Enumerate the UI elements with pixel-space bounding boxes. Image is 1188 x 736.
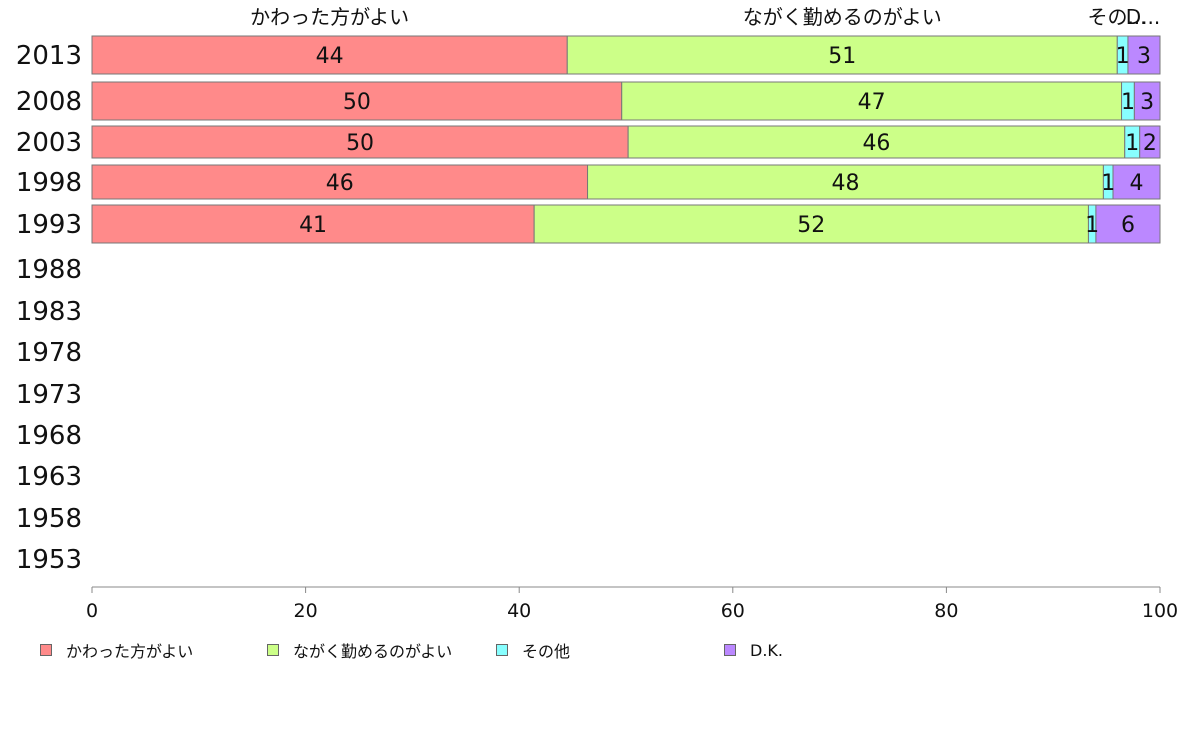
- column-header-label: かわった方がよい: [250, 5, 409, 29]
- column-header-label: ながく勤めるのがよい: [743, 5, 942, 29]
- bar-segment: [1095, 204, 1161, 244]
- bar-value-label: 4: [1130, 171, 1144, 196]
- y-tick-label: 1973: [16, 380, 82, 410]
- column-header-labels: かわった方がよい ながく勤めるのがよい その...D...: [250, 5, 1160, 29]
- bar-segment: [91, 35, 568, 75]
- bar-value-label: 1: [1085, 213, 1099, 238]
- bar-segment: [91, 164, 589, 200]
- bar-value-label: 1: [1116, 44, 1130, 69]
- y-tick-label: 2008: [16, 87, 82, 117]
- bar-value-label: 51: [828, 44, 856, 69]
- bar-segment: [627, 125, 1126, 159]
- legend-swatch-kawatta: [40, 644, 52, 656]
- legend-label: かわった方がよい: [66, 642, 194, 661]
- bar-value-label: 1: [1101, 171, 1115, 196]
- data-labels-group: 44 51 1 350 47 1 350 46 1 246 48 1 441 52 1 6: [299, 44, 1157, 238]
- bar-segment: [91, 204, 535, 244]
- bar-segment: [533, 204, 1089, 244]
- bar-value-label: 50: [346, 131, 374, 156]
- bar-value-label: 47: [858, 90, 886, 115]
- column-header-label: その...: [1087, 5, 1146, 29]
- bar-value-label: 48: [831, 171, 859, 196]
- bar-segment: [91, 81, 623, 121]
- legend-label: ながく勤めるのがよい: [293, 642, 453, 661]
- bar-value-label: 46: [326, 171, 354, 196]
- x-tick-label: 60: [721, 600, 745, 622]
- y-tick-label: 1988: [16, 255, 82, 285]
- x-tick-label: 40: [507, 600, 531, 622]
- y-tick-label: 2003: [16, 128, 82, 158]
- y-tick-label: 2013: [16, 41, 82, 71]
- x-tick-label: 100: [1142, 600, 1178, 622]
- bar-segment: [621, 81, 1123, 121]
- bar-value-label: 44: [316, 44, 344, 69]
- bar-value-label: 50: [343, 90, 371, 115]
- bar-segment: [1139, 125, 1161, 159]
- bar-value-label: 1: [1125, 131, 1139, 156]
- y-axis-labels: 2013 2008 2003 1998 1993 1988 1983 1978 1973 1968…: [16, 41, 82, 575]
- bar-segment: [1112, 164, 1161, 200]
- bars-group: [91, 35, 1161, 244]
- bar-segment: [91, 125, 629, 159]
- y-tick-label: 1983: [16, 297, 82, 327]
- legend-item: ながく勤めるのがよい: [267, 636, 452, 664]
- y-tick-label: 1998: [16, 168, 82, 198]
- bar-value-label: 3: [1137, 44, 1151, 69]
- bar-value-label: 46: [862, 131, 890, 156]
- legend-item: その他: [496, 636, 570, 664]
- legend-label: D.K.: [750, 640, 783, 660]
- bar-value-label: 3: [1140, 90, 1154, 115]
- legend-label: その他: [522, 642, 571, 661]
- bar-segment: [566, 35, 1118, 75]
- y-tick-label: 1958: [16, 504, 82, 534]
- bar-segment: [1127, 35, 1161, 75]
- legend-item: かわった方がよい: [40, 636, 193, 664]
- legend-swatch-dk: [724, 644, 736, 656]
- y-tick-label: 1953: [16, 545, 82, 575]
- bar-value-label: 2: [1143, 131, 1157, 156]
- bar-value-label: 6: [1121, 213, 1135, 238]
- bar-value-label: 41: [299, 213, 327, 238]
- legend: かわった方がよい ながく勤めるのがよい その他 D.K.: [0, 636, 1188, 666]
- x-tick-label: 80: [934, 600, 958, 622]
- y-tick-label: 1993: [16, 210, 82, 240]
- x-axis: 0 20 40 60 80 100: [86, 586, 1178, 622]
- legend-item: D.K.: [724, 636, 783, 664]
- bar-value-label: 1: [1121, 90, 1135, 115]
- y-tick-label: 1978: [16, 338, 82, 368]
- y-tick-label: 1963: [16, 462, 82, 492]
- legend-swatch-sonota: [496, 644, 508, 656]
- x-tick-label: 20: [294, 600, 318, 622]
- bar-segment: [1133, 81, 1161, 121]
- legend-swatch-nagaku: [267, 644, 279, 656]
- x-tick-label: 0: [86, 600, 98, 622]
- column-header-label: D...: [1126, 5, 1160, 29]
- y-tick-label: 1968: [16, 421, 82, 451]
- bar-value-label: 52: [797, 213, 825, 238]
